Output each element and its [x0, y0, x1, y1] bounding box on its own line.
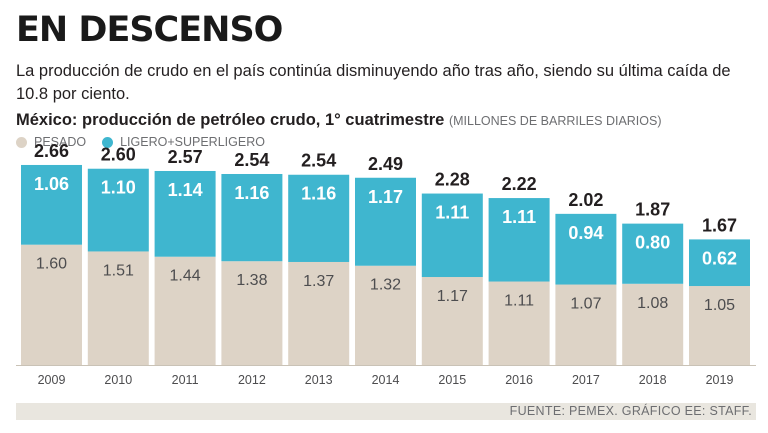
- x-tick-2016: 2016: [505, 373, 533, 387]
- label-pesado-2010: 1.51: [103, 262, 134, 279]
- label-ligero-2019: 0.62: [702, 248, 737, 268]
- x-tick-2009: 2009: [38, 373, 66, 387]
- legend-item-ligero: LIGERO+SUPERLIGERO: [102, 135, 265, 149]
- headline: EN DESCENSO: [16, 10, 283, 50]
- bar-pesado-2015: [421, 277, 483, 365]
- x-tick-2013: 2013: [305, 373, 333, 387]
- bar-ligero-2015: [421, 193, 483, 278]
- subhead: La producción de crudo en el país contin…: [16, 62, 731, 103]
- label-pesado-2019: 1.05: [704, 297, 735, 314]
- x-tick-2014: 2014: [372, 373, 400, 387]
- label-ligero-2014: 1.17: [368, 187, 403, 207]
- bar-pesado-2018: [622, 283, 684, 365]
- bar-pesado-2011: [154, 256, 216, 365]
- label-pesado-2009: 1.60: [36, 256, 67, 273]
- bar-ligero-2016: [488, 198, 550, 282]
- legend-label-pesado: PESADO: [34, 135, 87, 149]
- bar-ligero-2013: [288, 174, 350, 262]
- x-tick-2017: 2017: [572, 373, 600, 387]
- legend-label-ligero: LIGERO+SUPERLIGERO: [120, 135, 265, 149]
- label-ligero-2009: 1.06: [34, 174, 69, 194]
- bar-pesado-2014: [355, 265, 416, 365]
- label-total-2010: 2.60: [101, 145, 136, 165]
- bar-pesado-2013: [288, 261, 350, 365]
- legend: PESADO LIGERO+SUPERLIGERO: [16, 135, 281, 149]
- label-total-2019: 1.67: [702, 215, 737, 235]
- label-total-2012: 2.54: [234, 150, 269, 170]
- bar-ligero-2011: [154, 170, 216, 257]
- label-pesado-2013: 1.37: [303, 273, 334, 290]
- chart-title-main: México: producción de petróleo crudo, 1°…: [16, 111, 445, 129]
- label-pesado-2012: 1.38: [236, 272, 267, 289]
- x-tick-2019: 2019: [706, 373, 734, 387]
- bar-pesado-2012: [221, 261, 283, 365]
- bar-ligero-2018: [622, 223, 684, 284]
- bar-pesado-2019: [689, 286, 750, 365]
- chart-title: México: producción de petróleo crudo, 1°…: [16, 108, 662, 133]
- label-total-2009: 2.66: [34, 141, 69, 161]
- x-tick-2010: 2010: [104, 373, 132, 387]
- bar-ligero-2010: [87, 168, 149, 252]
- x-tick-2012: 2012: [238, 373, 266, 387]
- bar-ligero-2012: [221, 173, 283, 262]
- bar-pesado-2017: [555, 284, 617, 365]
- bar-ligero-2014: [355, 177, 416, 266]
- legend-swatch-ligero: [102, 136, 114, 148]
- label-pesado-2011: 1.44: [170, 268, 201, 285]
- x-tick-2018: 2018: [639, 373, 667, 387]
- label-ligero-2017: 0.94: [568, 223, 603, 243]
- chart-title-units: (MILLONES DE BARRILES DIARIOS): [448, 114, 662, 128]
- bar-pesado-2016: [488, 281, 550, 365]
- label-ligero-2011: 1.14: [168, 180, 203, 200]
- source-credit: FUENTE: PEMEX. GRÁFICO EE: STAFF.: [509, 404, 752, 418]
- label-ligero-2010: 1.10: [101, 178, 136, 198]
- bar-pesado-2009: [21, 244, 82, 365]
- x-tick-2015: 2015: [438, 373, 466, 387]
- label-ligero-2012: 1.16: [234, 183, 269, 203]
- label-total-2018: 1.87: [635, 200, 670, 220]
- label-total-2017: 2.02: [568, 190, 603, 210]
- label-pesado-2014: 1.32: [370, 277, 401, 294]
- label-total-2015: 2.28: [435, 170, 470, 190]
- bar-ligero-2009: [21, 164, 82, 245]
- x-tick-2011: 2011: [172, 373, 199, 387]
- label-pesado-2018: 1.08: [637, 295, 668, 312]
- label-ligero-2013: 1.16: [301, 184, 336, 204]
- label-ligero-2018: 0.80: [635, 233, 670, 253]
- label-pesado-2015: 1.17: [437, 288, 468, 305]
- bar-pesado-2010: [87, 251, 149, 365]
- label-pesado-2017: 1.07: [570, 296, 601, 313]
- label-total-2011: 2.57: [168, 147, 203, 167]
- legend-swatch-pesado: [16, 136, 27, 148]
- label-total-2013: 2.54: [301, 151, 336, 171]
- legend-item-pesado: PESADO: [16, 135, 86, 149]
- bar-ligero-2019: [689, 239, 750, 287]
- bar-ligero-2017: [555, 213, 617, 285]
- label-pesado-2016: 1.11: [504, 293, 534, 310]
- source-band: [16, 403, 756, 420]
- label-ligero-2015: 1.11: [435, 203, 469, 223]
- label-ligero-2016: 1.11: [502, 207, 536, 227]
- label-total-2014: 2.49: [368, 154, 403, 174]
- label-total-2016: 2.22: [502, 174, 537, 194]
